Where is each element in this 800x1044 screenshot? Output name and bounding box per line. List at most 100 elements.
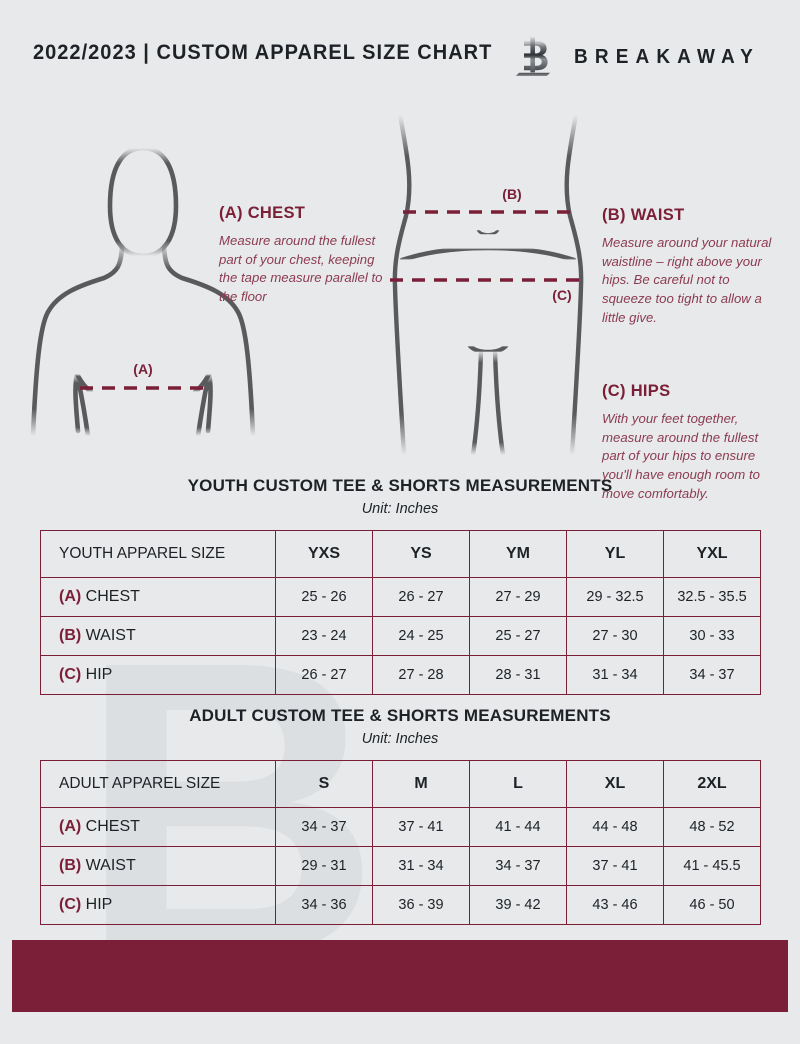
waist-measure-label: (B): [502, 186, 521, 202]
callout-waist-title: WAIST: [630, 206, 685, 224]
adult-waist-l: 34 - 37: [469, 846, 567, 886]
row-label: WAIST: [85, 857, 136, 874]
youth-size-yl: YL: [566, 530, 664, 578]
callout-hips-title: HIPS: [630, 382, 671, 400]
row-tag: (A): [59, 588, 82, 605]
adult-measurements-block: ADULT CUSTOM TEE & SHORTS MEASUREMENTS U…: [40, 706, 761, 925]
adult-waist-m: 31 - 34: [372, 846, 470, 886]
breakaway-b-monogram-icon: [516, 37, 551, 76]
callout-waist-heading: (B) WAIST: [602, 206, 774, 225]
adult-size-l: L: [469, 760, 567, 808]
adult-size-m: M: [372, 760, 470, 808]
youth-hip-yxl: 34 - 37: [663, 655, 761, 695]
adult-chest-xl: 44 - 48: [566, 807, 664, 847]
callout-chest: (A) CHEST Measure around the fullest par…: [219, 204, 394, 307]
adult-hip-s: 34 - 36: [275, 885, 373, 925]
youth-waist-yxs: 23 - 24: [275, 616, 373, 656]
page-header: 2022/2023 | CUSTOM APPAREL SIZE CHART: [0, 37, 800, 78]
adult-row-hip-label: (C) HIP: [40, 885, 276, 925]
youth-waist-ym: 25 - 27: [469, 616, 567, 656]
youth-size-table: YOUTH APPAREL SIZE YXS YS YM YL YXL (A) …: [40, 530, 761, 695]
row-label: CHEST: [85, 588, 140, 605]
youth-hip-ym: 28 - 31: [469, 655, 567, 695]
adult-hip-xl: 43 - 46: [566, 885, 664, 925]
callout-hips-text: With your feet together, measure around …: [602, 411, 760, 501]
row-tag: (C): [59, 666, 82, 683]
brand-lockup: BREAKAWAY: [512, 34, 770, 80]
youth-row-hip-label: (C) HIP: [40, 655, 276, 695]
measurement-figures: (A): [0, 96, 800, 501]
adult-waist-xl: 37 - 41: [566, 846, 664, 886]
row-tag: (B): [59, 627, 82, 644]
youth-size-ys: YS: [372, 530, 470, 578]
lower-body-figure: (B) (C): [390, 112, 584, 458]
youth-chest-yxs: 25 - 26: [275, 577, 373, 617]
adult-waist-s: 29 - 31: [275, 846, 373, 886]
youth-measurements-block: YOUTH CUSTOM TEE & SHORTS MEASUREMENTS U…: [40, 476, 761, 695]
youth-hip-yxs: 26 - 27: [275, 655, 373, 695]
youth-size-ym: YM: [469, 530, 567, 578]
adult-chest-2xl: 48 - 52: [663, 807, 761, 847]
adult-table-unit: Unit: Inches: [361, 731, 439, 747]
callout-hips-tag: (C): [602, 382, 626, 400]
table-row: (B) WAIST 23 - 24 24 - 25 25 - 27 27 - 3…: [40, 616, 761, 656]
callout-waist-text: Measure around your natural waistline – …: [602, 235, 772, 325]
callout-hips-heading: (C) HIPS: [602, 382, 774, 401]
hip-measure-label: (C): [552, 287, 571, 303]
callout-chest-text: Measure around the fullest part of your …: [219, 233, 383, 305]
youth-header-label: YOUTH APPAREL SIZE: [40, 530, 276, 578]
adult-table-header-row: ADULT APPAREL SIZE S M L XL 2XL: [40, 760, 761, 808]
table-row: (A) CHEST 34 - 37 37 - 41 41 - 44 44 - 4…: [40, 807, 761, 847]
youth-waist-ys: 24 - 25: [372, 616, 470, 656]
torso-figure: (A): [30, 145, 256, 439]
youth-table-unit: Unit: Inches: [361, 501, 439, 517]
callout-waist-tag: (B): [602, 206, 626, 224]
adult-hip-l: 39 - 42: [469, 885, 567, 925]
chest-measure-label: (A): [133, 361, 152, 377]
youth-row-waist-label: (B) WAIST: [40, 616, 276, 656]
callout-chest-tag: (A): [219, 204, 243, 222]
youth-table-title: YOUTH CUSTOM TEE & SHORTS MEASUREMENTS: [187, 476, 613, 495]
adult-size-table: ADULT APPAREL SIZE S M L XL 2XL (A) CHES…: [40, 760, 761, 925]
row-tag: (A): [59, 818, 82, 835]
row-tag: (C): [59, 896, 82, 913]
callout-hips: (C) HIPS With your feet together, measur…: [602, 382, 774, 504]
adult-hip-m: 36 - 39: [372, 885, 470, 925]
youth-waist-yxl: 30 - 33: [663, 616, 761, 656]
youth-size-yxl: YXL: [663, 530, 761, 578]
youth-chest-ys: 26 - 27: [372, 577, 470, 617]
youth-row-chest-label: (A) CHEST: [40, 577, 276, 617]
adult-size-s: S: [275, 760, 373, 808]
adult-chest-l: 41 - 44: [469, 807, 567, 847]
youth-chest-yxl: 32.5 - 35.5: [663, 577, 761, 617]
footer-accent-bar: [12, 940, 788, 1012]
adult-size-xl: XL: [566, 760, 664, 808]
adult-chest-s: 34 - 37: [275, 807, 373, 847]
table-row: (C) HIP 34 - 36 36 - 39 39 - 42 43 - 46 …: [40, 885, 761, 925]
callout-chest-title: CHEST: [247, 204, 306, 222]
row-tag: (B): [59, 857, 82, 874]
youth-hip-ys: 27 - 28: [372, 655, 470, 695]
youth-chest-ym: 27 - 29: [469, 577, 567, 617]
row-label: HIP: [85, 666, 113, 683]
table-row: (B) WAIST 29 - 31 31 - 34 34 - 37 37 - 4…: [40, 846, 761, 886]
youth-chest-yl: 29 - 32.5: [566, 577, 664, 617]
youth-size-yxs: YXS: [275, 530, 373, 578]
adult-row-waist-label: (B) WAIST: [40, 846, 276, 886]
adult-row-chest-label: (A) CHEST: [40, 807, 276, 847]
row-label: HIP: [85, 896, 113, 913]
adult-header-label: ADULT APPAREL SIZE: [40, 760, 276, 808]
page-title: 2022/2023 | CUSTOM APPAREL SIZE CHART: [33, 40, 493, 64]
youth-table-header-row: YOUTH APPAREL SIZE YXS YS YM YL YXL: [40, 530, 761, 578]
table-row: (C) HIP 26 - 27 27 - 28 28 - 31 31 - 34 …: [40, 655, 761, 695]
brand-wordmark: BREAKAWAY: [574, 45, 761, 68]
callout-waist: (B) WAIST Measure around your natural wa…: [602, 206, 774, 328]
table-row: (A) CHEST 25 - 26 26 - 27 27 - 29 29 - 3…: [40, 577, 761, 617]
adult-hip-2xl: 46 - 50: [663, 885, 761, 925]
callout-chest-heading: (A) CHEST: [219, 204, 394, 223]
row-label: WAIST: [85, 627, 136, 644]
adult-table-title: ADULT CUSTOM TEE & SHORTS MEASUREMENTS: [189, 706, 611, 725]
youth-hip-yl: 31 - 34: [566, 655, 664, 695]
youth-waist-yl: 27 - 30: [566, 616, 664, 656]
adult-chest-m: 37 - 41: [372, 807, 470, 847]
